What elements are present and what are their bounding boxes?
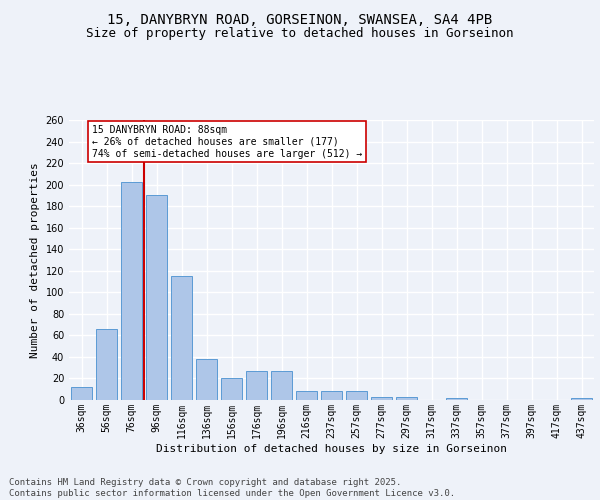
Bar <box>221 378 242 400</box>
Bar <box>121 182 142 400</box>
Bar <box>146 196 167 400</box>
Bar <box>71 387 92 400</box>
Text: 15 DANYBRYN ROAD: 88sqm
← 26% of detached houses are smaller (177)
74% of semi-d: 15 DANYBRYN ROAD: 88sqm ← 26% of detache… <box>91 126 362 158</box>
Bar <box>571 398 592 400</box>
Bar <box>346 392 367 400</box>
Bar <box>246 371 267 400</box>
Bar <box>196 359 217 400</box>
Bar <box>446 398 467 400</box>
Bar <box>396 397 417 400</box>
Text: Size of property relative to detached houses in Gorseinon: Size of property relative to detached ho… <box>86 28 514 40</box>
Text: Contains HM Land Registry data © Crown copyright and database right 2025.
Contai: Contains HM Land Registry data © Crown c… <box>9 478 455 498</box>
X-axis label: Distribution of detached houses by size in Gorseinon: Distribution of detached houses by size … <box>156 444 507 454</box>
Bar <box>171 276 192 400</box>
Bar <box>271 371 292 400</box>
Bar <box>371 397 392 400</box>
Bar <box>321 392 342 400</box>
Text: 15, DANYBRYN ROAD, GORSEINON, SWANSEA, SA4 4PB: 15, DANYBRYN ROAD, GORSEINON, SWANSEA, S… <box>107 12 493 26</box>
Y-axis label: Number of detached properties: Number of detached properties <box>30 162 40 358</box>
Bar <box>96 329 117 400</box>
Bar <box>296 392 317 400</box>
